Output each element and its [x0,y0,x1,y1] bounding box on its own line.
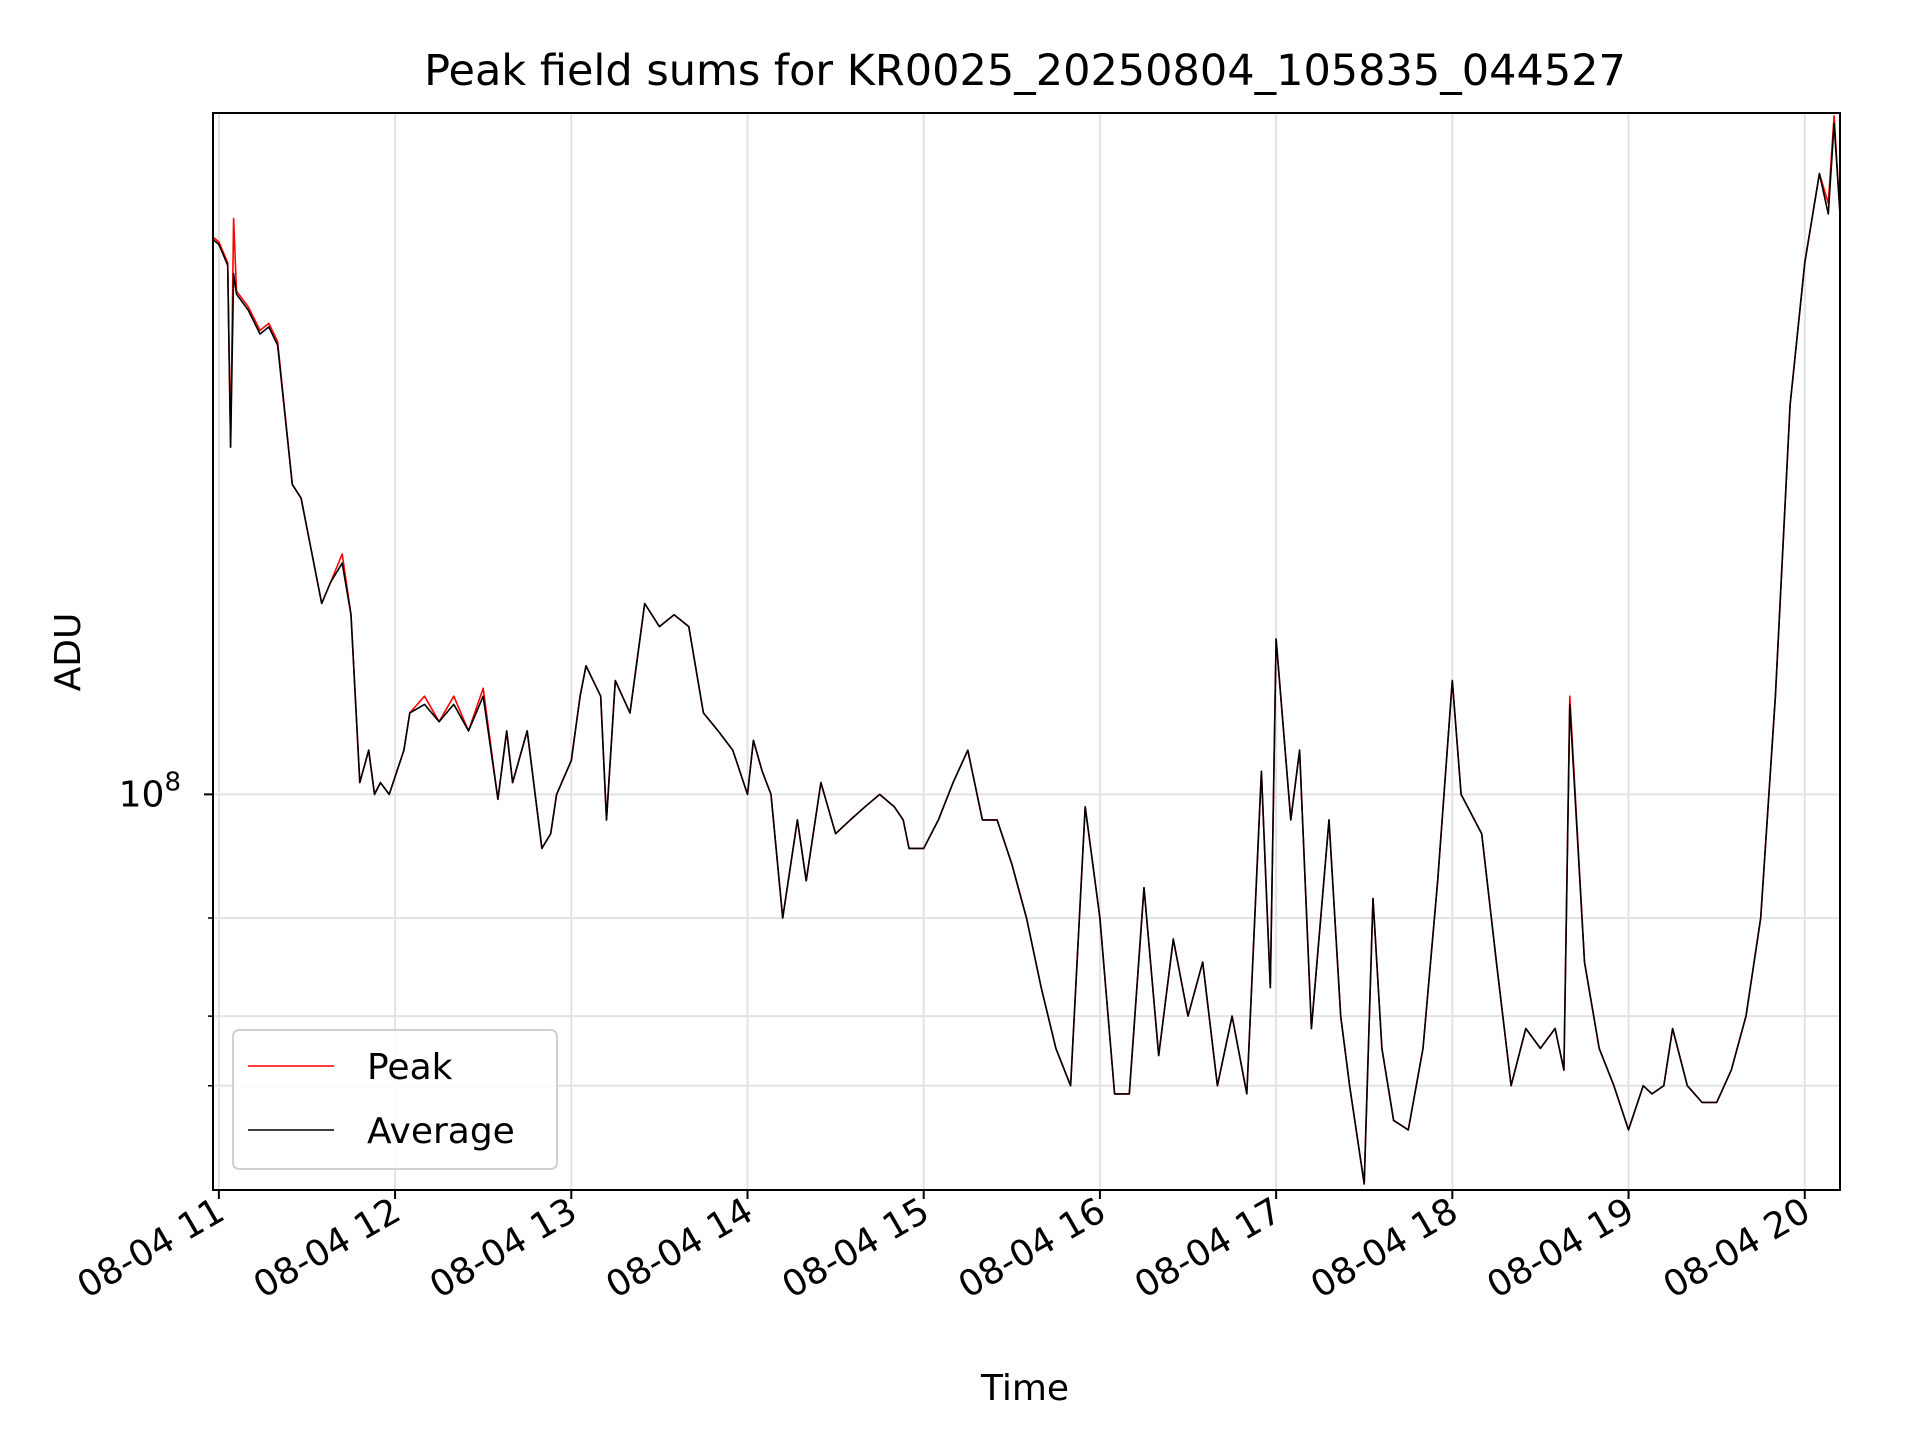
series-line-average [212,122,1841,1185]
chart-title: Peak field sums for KR0025_20250804_1058… [424,46,1626,96]
x-axis-label: Time [980,1368,1069,1409]
x-tick-label: 08-04 15 [776,1190,937,1306]
y-tick-exponent: 8 [164,767,181,797]
x-tick-label: 08-04 14 [599,1190,760,1306]
x-tick-label: 08-04 19 [1480,1190,1641,1306]
legend-label-average: Average [367,1111,515,1152]
x-tick-label: 08-04 20 [1657,1190,1818,1306]
y-axis-label: ADU [48,613,89,692]
x-tick-label: 08-04 18 [1304,1190,1465,1306]
series-lines [212,115,1841,1185]
x-tick-label: 08-04 12 [247,1190,408,1306]
x-tick-label: 08-04 16 [952,1190,1113,1306]
series-line-peak [212,115,1841,1185]
legend-label-peak: Peak [367,1047,453,1088]
x-axis: 08-04 11 08-04 12 08-04 13 08-04 14 08-04 15… [71,1190,1818,1307]
legend-box [232,1029,558,1170]
plot-frame [212,112,1841,1191]
x-tick-label: 08-04 11 [71,1190,232,1306]
legend: Peak Average [232,1029,558,1170]
x-tick-label: 08-04 13 [423,1190,584,1306]
y-axis: 108 [119,767,213,1087]
x-tick-label: 08-04 17 [1128,1190,1289,1306]
y-tick-label: 108 [119,767,181,815]
